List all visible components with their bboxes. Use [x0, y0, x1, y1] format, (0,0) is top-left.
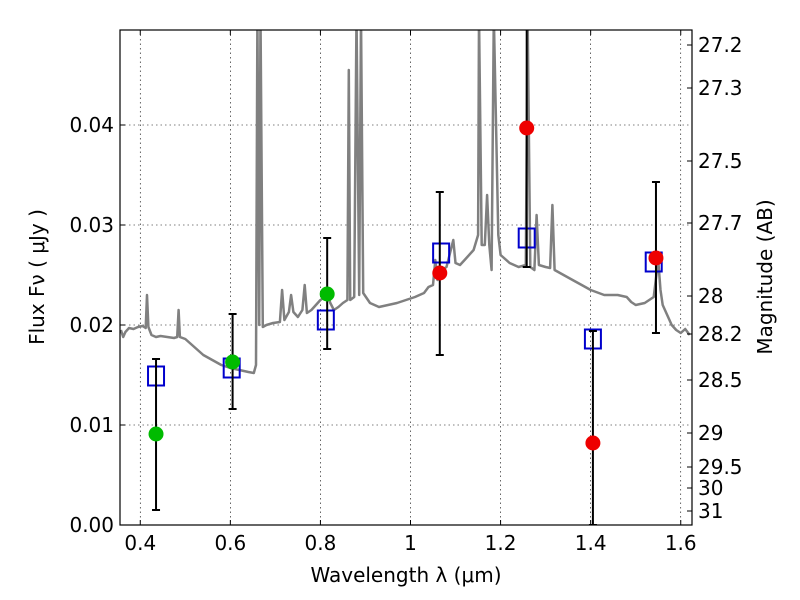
observed-point — [148, 426, 164, 442]
x-tick-label: 0.8 — [305, 531, 337, 555]
model-photometry-marker — [316, 309, 335, 331]
y-tick-label: 0.03 — [69, 213, 114, 237]
right-tick-label: 27.3 — [698, 76, 743, 100]
observed-point — [225, 354, 241, 370]
observed-point — [585, 435, 601, 451]
x-axis-label: Wavelength λ (μm) — [310, 563, 501, 587]
model-photometry-marker — [432, 242, 451, 264]
y-axis-ticks: 0.00 0.01 0.02 0.03 0.04 — [69, 113, 125, 537]
observed-point — [319, 286, 335, 302]
y-axis-label: Flux Fν ( μJy ) — [25, 209, 49, 345]
right-tick-label: 29 — [698, 421, 723, 445]
right-tick-label: 27.2 — [698, 33, 743, 57]
y-tick-label: 0.01 — [69, 413, 114, 437]
x-tick-label: 0.4 — [124, 531, 156, 555]
observed-point — [432, 265, 448, 281]
x-tick-label: 1.6 — [665, 531, 697, 555]
plot-area — [120, 30, 691, 525]
y-tick-label: 0.02 — [69, 313, 114, 337]
sed-line — [120, 30, 691, 375]
right-axis-label: Magnitude (AB) — [753, 199, 777, 354]
observed-point — [648, 250, 664, 266]
right-tick-label: 28.5 — [698, 368, 743, 392]
x-tick-label: 0.6 — [214, 531, 246, 555]
observed-point — [519, 120, 535, 136]
right-tick-label: 29.5 — [698, 455, 743, 479]
y-tick-label: 0.00 — [69, 513, 114, 537]
right-tick-label: 30 — [698, 476, 723, 500]
right-tick-label: 28.2 — [698, 322, 743, 346]
right-tick-label: 27.7 — [698, 211, 743, 235]
grid-lines — [120, 30, 692, 526]
x-tick-label: 1.2 — [485, 531, 517, 555]
plot-frame — [119, 29, 693, 526]
y-tick-label: 0.04 — [69, 113, 114, 137]
x-tick-label: 1.4 — [575, 531, 607, 555]
right-tick-label: 31 — [698, 499, 723, 523]
x-axis-ticks: 0.4 0.6 0.8 1 1.2 1.4 1.6 — [124, 30, 697, 555]
right-tick-label: 28 — [698, 284, 723, 308]
right-tick-label: 27.5 — [698, 149, 743, 173]
x-tick-label: 1 — [404, 531, 417, 555]
